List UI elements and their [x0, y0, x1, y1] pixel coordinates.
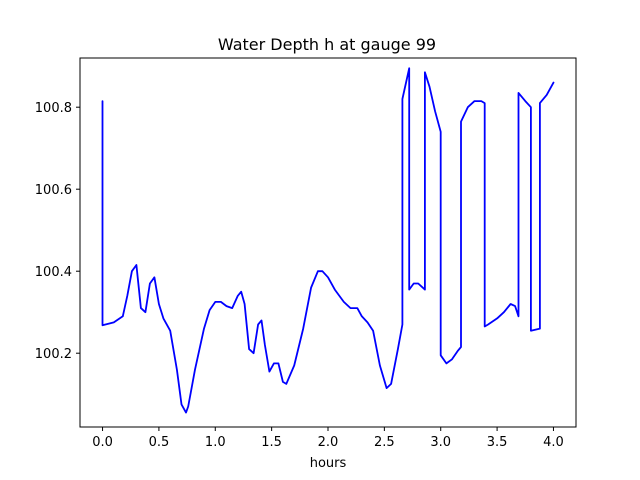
x-tick-label: 3.5: [487, 435, 508, 450]
chart-title: Water Depth h at gauge 99: [218, 35, 436, 54]
y-tick-label: 100.2: [35, 347, 72, 362]
x-tick-label: 1.5: [261, 435, 282, 450]
plot-area: [101, 67, 555, 414]
x-tick-label: 0.0: [92, 435, 113, 450]
x-tick-label: 0.5: [149, 435, 170, 450]
x-tick-label: 3.0: [430, 435, 451, 450]
plot-frame: [79, 57, 577, 428]
series-line: [101, 67, 555, 414]
y-tick-label: 100.4: [35, 265, 72, 280]
y-axis: 100.2 100.4 100.6 100.8: [35, 101, 80, 362]
x-tick-label: 2.5: [374, 435, 395, 450]
x-tick-label: 2.0: [318, 435, 339, 450]
y-tick-label: 100.8: [35, 101, 72, 116]
x-tick-label: 1.0: [205, 435, 226, 450]
x-axis-label: hours: [310, 456, 347, 471]
x-tick-label: 4.0: [543, 435, 564, 450]
x-axis: 0.0 0.5 1.0 1.5 2.0 2.5 3.0 3.5 4.0: [92, 427, 564, 450]
y-tick-label: 100.6: [35, 183, 72, 198]
